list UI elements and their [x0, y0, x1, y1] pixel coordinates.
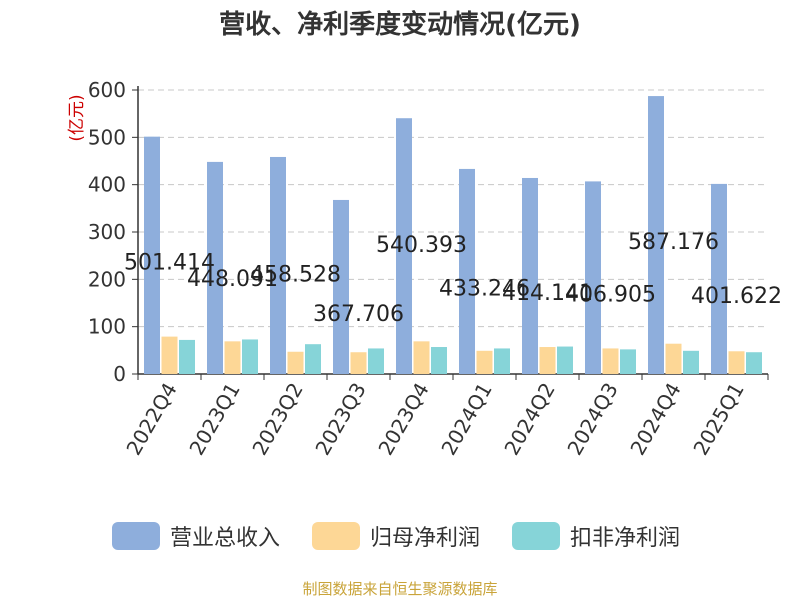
- bar-deducted-net-profit: [305, 344, 321, 374]
- data-label-revenue: 458.528: [250, 262, 341, 287]
- bar-deducted-net-profit: [431, 347, 447, 374]
- bar-deducted-net-profit: [242, 339, 258, 374]
- data-label-revenue: 448.091: [187, 267, 278, 292]
- y-axis-unit-label: (亿元): [67, 94, 87, 141]
- bar-revenue: [648, 96, 664, 374]
- bar-deducted-net-profit: [368, 348, 384, 374]
- data-label-revenue: 587.176: [628, 230, 719, 255]
- bar-net-profit: [287, 351, 304, 374]
- bar-revenue: [270, 156, 286, 374]
- bar-net-profit: [728, 351, 745, 374]
- chart-title: 营收、净利季度变动情况(亿元): [219, 10, 581, 40]
- bar-revenue: [522, 177, 538, 374]
- bar-net-profit: [224, 341, 241, 374]
- x-tick-label: 2025Q1: [688, 379, 748, 460]
- bar-net-profit: [413, 341, 430, 374]
- legend-label: 营业总收入: [170, 526, 280, 551]
- x-tick-label: 2024Q4: [625, 379, 685, 460]
- legend-swatch: [512, 522, 560, 550]
- x-tick-label: 2024Q3: [562, 379, 622, 460]
- legend-swatch: [312, 522, 360, 550]
- x-tick-label: 2024Q2: [499, 379, 559, 460]
- data-label-revenue: 540.393: [376, 233, 467, 258]
- x-tick-label: 2024Q1: [436, 379, 496, 460]
- bar-net-profit: [161, 336, 178, 374]
- y-tick-label: 400: [88, 173, 126, 197]
- y-tick-label: 600: [88, 78, 126, 102]
- grid-layer: [138, 89, 768, 328]
- x-tick-label: 2023Q3: [310, 379, 370, 460]
- legend-label: 归母净利润: [370, 526, 480, 551]
- x-tick-label: 2022Q4: [121, 379, 181, 460]
- bar-net-profit: [350, 352, 367, 374]
- bar-net-profit: [476, 350, 493, 374]
- bar-revenue: [144, 136, 160, 374]
- bar-net-profit: [539, 347, 556, 374]
- legend: 营业总收入 归母净利润 扣非净利润: [112, 522, 680, 551]
- bar-revenue: [333, 199, 349, 374]
- data-source-note: 制图数据来自恒生聚源数据库: [302, 580, 498, 598]
- data-label-revenue: 406.905: [565, 283, 656, 308]
- data-label-revenue: 367.706: [313, 302, 404, 327]
- bar-deducted-net-profit: [746, 352, 762, 374]
- bar-deducted-net-profit: [557, 346, 573, 374]
- bar-deducted-net-profit: [683, 350, 699, 374]
- y-tick-label: 0: [113, 362, 126, 386]
- bar-layer: [144, 96, 762, 374]
- bar-net-profit: [665, 343, 682, 374]
- bar-revenue: [459, 168, 475, 374]
- y-tick-label: 300: [88, 220, 126, 244]
- y-tick-label: 200: [88, 267, 126, 291]
- data-label-revenue: 501.414: [124, 250, 215, 275]
- bar-deducted-net-profit: [494, 348, 510, 374]
- data-label-revenue: 401.622: [691, 284, 782, 309]
- bar-revenue: [396, 118, 412, 374]
- bar-net-profit: [602, 348, 619, 374]
- bar-revenue: [207, 161, 223, 374]
- data-label-revenue: 414.141: [502, 281, 593, 306]
- x-tick-label: 2023Q4: [373, 379, 433, 460]
- bar-revenue: [711, 183, 727, 374]
- bar-deducted-net-profit: [179, 339, 195, 374]
- bar-revenue: [585, 181, 601, 374]
- y-tick-label: 500: [88, 125, 126, 149]
- x-tick-label: 2023Q1: [184, 379, 244, 460]
- data-label-revenue: 433.246: [439, 276, 530, 301]
- y-tick-label: 100: [88, 315, 126, 339]
- legend-label: 扣非净利润: [570, 526, 680, 551]
- legend-swatch: [112, 522, 160, 550]
- bar-deducted-net-profit: [620, 349, 636, 374]
- x-tick-label: 2023Q2: [247, 379, 307, 460]
